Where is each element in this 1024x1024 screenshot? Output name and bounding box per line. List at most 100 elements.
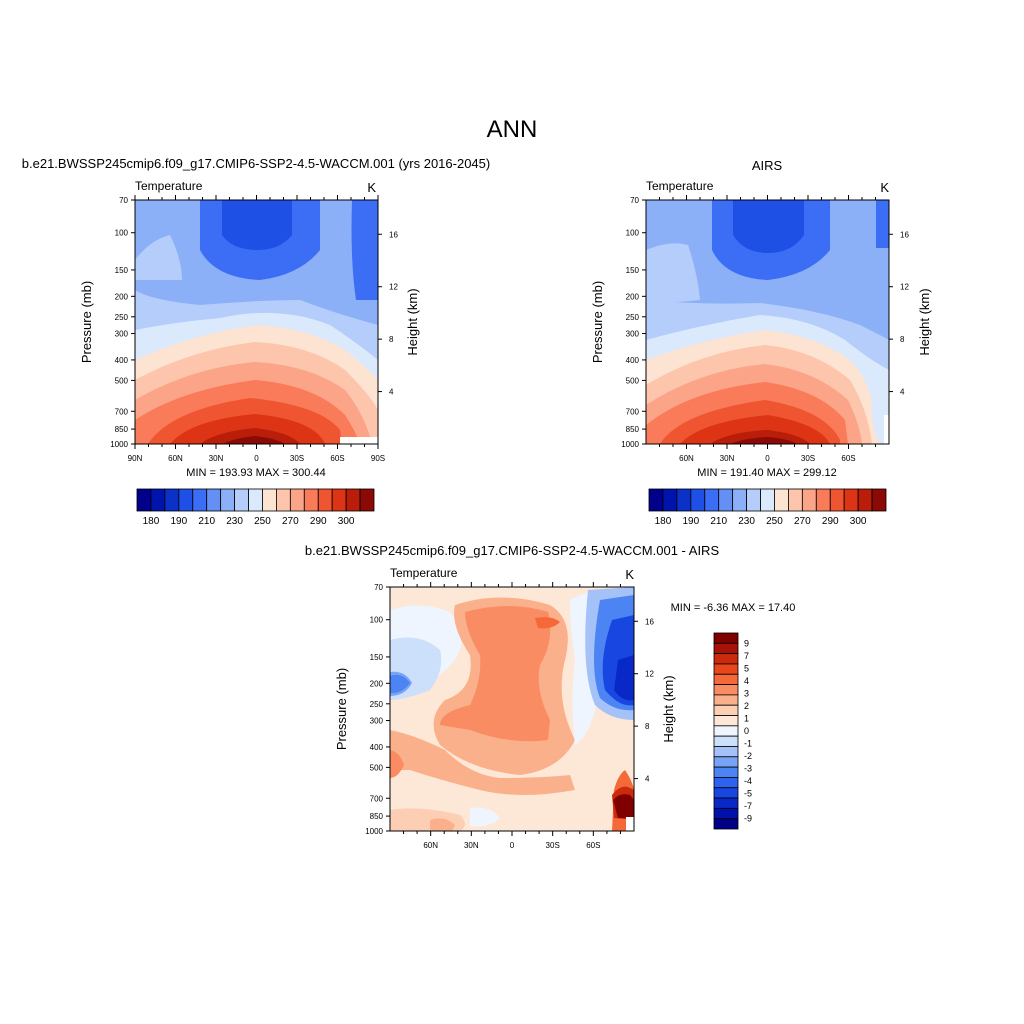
model-colorbar-box <box>331 488 347 512</box>
obs-colorbar-box <box>648 488 664 512</box>
obs-ylabel: Pressure (mb) <box>590 281 605 363</box>
obs-colorbar: 180 190 210 230 250 270 290 300 <box>648 488 887 527</box>
diff-colorbar-box <box>713 694 739 706</box>
diff-height-tick-label: 12 <box>645 670 654 679</box>
diff-ytick-label: 100 <box>370 616 384 625</box>
model-colorbar-box <box>359 488 375 512</box>
obs-colorbar-box <box>676 488 692 512</box>
diff-ytick-label: 1000 <box>365 827 383 836</box>
diff-colorbar: 9 7 5 4 3 2 1 0 -1 -2 -3 -4 -5 -7 -9 <box>713 632 752 830</box>
obs-colorbar-box <box>704 488 720 512</box>
diff-colorbar-label: 9 <box>744 638 749 648</box>
obs-ytick-label: 200 <box>626 292 640 301</box>
model-colorbar-label: 190 <box>170 516 187 527</box>
model-colorbar-box <box>164 488 180 512</box>
model-height-tick-label: 4 <box>389 388 394 397</box>
obs-ylabel-right: Height (km) <box>917 288 932 355</box>
model-colorbar-box <box>303 488 319 512</box>
diff-ylabel-right: Height (km) <box>661 675 676 742</box>
model-ytick-label: 100 <box>115 229 129 238</box>
model-ylabel: Pressure (mb) <box>79 281 94 363</box>
diff-ytick-label: 400 <box>370 743 384 752</box>
diff-xtick-label: 30N <box>464 841 479 850</box>
model-colorbar-box <box>317 488 333 512</box>
diff-right-label: K <box>625 567 634 582</box>
obs-panel: AIRS Temperature K 70 100 150 200 250 300 400 5… <box>590 158 932 527</box>
obs-colorbar-label: 300 <box>850 516 867 527</box>
diff-colorbar-box <box>713 642 739 655</box>
diff-xtick-label: 60N <box>423 841 438 850</box>
diff-colorbar-box <box>713 684 739 696</box>
obs-ytick-label: 100 <box>626 229 640 238</box>
model-xtick-label: 30N <box>209 454 224 463</box>
diff-ytick-label: 850 <box>370 812 384 821</box>
model-ytick-label: 250 <box>115 313 129 322</box>
model-ytick-label: 70 <box>119 196 128 205</box>
diff-colorbar-box <box>713 777 739 789</box>
diff-colorbar-label: 5 <box>744 663 749 673</box>
model-xtick-label: 90S <box>371 454 385 463</box>
obs-xtick-label: 30S <box>801 454 815 463</box>
diff-colorbar-box <box>713 653 739 665</box>
obs-ytick-label: 1000 <box>621 440 639 449</box>
diff-colorbar-box <box>713 787 739 799</box>
model-colorbar-label: 300 <box>338 516 355 527</box>
obs-height-tick-label: 16 <box>900 230 909 239</box>
diff-colorbar-label: -1 <box>744 739 752 749</box>
diff-colorbar-box <box>713 673 739 685</box>
diff-xtick-label: 0 <box>510 841 515 850</box>
diff-colorbar-box <box>713 715 739 727</box>
model-ytick-label: 500 <box>115 376 129 385</box>
obs-colorbar-box <box>815 488 831 512</box>
diff-ytick-label: 300 <box>370 717 384 726</box>
obs-ytick-label: 250 <box>626 313 640 322</box>
diff-ylabel: Pressure (mb) <box>334 668 349 750</box>
diff-ytick-label: 250 <box>370 700 384 709</box>
diff-colorbar-box <box>713 663 739 675</box>
model-height-tick-label: 8 <box>389 335 394 344</box>
model-ytick-label: 300 <box>115 330 129 339</box>
obs-colorbar-box <box>788 488 803 512</box>
model-colorbar-box <box>150 488 166 512</box>
diff-colorbar-box <box>713 807 739 820</box>
diff-ytick-label: 700 <box>370 794 384 803</box>
diff-colorbar-label: 0 <box>744 726 749 736</box>
diff-ytick-label: 70 <box>374 583 383 592</box>
obs-colorbar-label: 210 <box>710 516 727 527</box>
diff-height-tick-label: 4 <box>645 775 650 784</box>
obs-colorbar-box <box>732 488 747 512</box>
model-left-label: Temperature <box>135 179 203 193</box>
model-colorbar-box <box>276 488 291 512</box>
model-right-label: K <box>367 180 376 195</box>
diff-colorbar-box <box>713 746 739 758</box>
diff-colorbar-label: -3 <box>744 764 752 774</box>
model-colorbar-box <box>262 488 277 512</box>
obs-xtick-label: 60S <box>841 454 855 463</box>
model-colorbar-box <box>192 488 208 512</box>
obs-left-label: Temperature <box>646 179 714 193</box>
model-colorbar-box <box>345 488 361 512</box>
obs-stats: MIN = 191.40 MAX = 299.12 <box>697 467 836 479</box>
model-ytick-label: 200 <box>115 292 129 301</box>
obs-height-tick-label: 8 <box>900 335 905 344</box>
diff-ytick-label: 500 <box>370 763 384 772</box>
obs-right-label: K <box>880 180 889 195</box>
obs-colorbar-label: 230 <box>738 516 755 527</box>
model-contour-field <box>135 200 378 444</box>
obs-colorbar-box <box>774 488 789 512</box>
obs-ytick-label: 700 <box>626 407 640 416</box>
model-colorbar-box <box>136 488 152 512</box>
model-ytick-label: 1000 <box>110 440 128 449</box>
obs-ytick-label: 500 <box>626 376 640 385</box>
model-colorbar-box <box>178 488 194 512</box>
diff-colorbar-label: -2 <box>744 751 752 761</box>
model-ytick-label: 850 <box>115 425 129 434</box>
diff-panel: b.e21.BWSSP245cmip6.f09_g17.CMIP6-SSP2-4… <box>305 543 796 850</box>
obs-xtick-label: 0 <box>765 454 770 463</box>
model-ytick-label: 400 <box>115 356 129 365</box>
diff-stats: MIN = -6.36 MAX = 17.40 <box>671 602 796 614</box>
obs-ytick-label: 400 <box>626 356 640 365</box>
diff-axes: 70 100 150 200 250 300 400 500 700 850 1000 60N 30N 0… <box>365 582 654 850</box>
model-height-tick-label: 12 <box>389 283 398 292</box>
model-xtick-label: 30S <box>290 454 304 463</box>
